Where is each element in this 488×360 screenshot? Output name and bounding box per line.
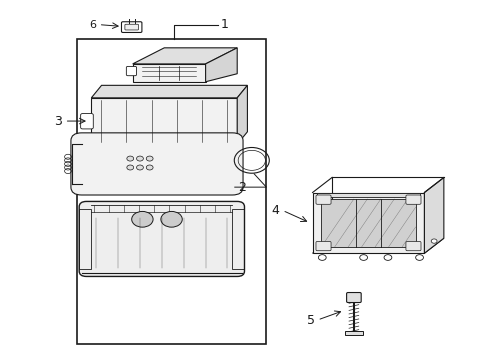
Polygon shape bbox=[424, 177, 443, 253]
Bar bbox=[345, 332, 362, 335]
Polygon shape bbox=[132, 64, 205, 82]
FancyBboxPatch shape bbox=[124, 24, 138, 30]
Text: 6: 6 bbox=[89, 19, 96, 30]
FancyBboxPatch shape bbox=[81, 113, 93, 129]
Bar bbox=[321, 199, 415, 247]
Text: 4: 4 bbox=[271, 204, 279, 217]
Circle shape bbox=[383, 255, 391, 260]
FancyBboxPatch shape bbox=[126, 66, 136, 76]
Circle shape bbox=[161, 211, 182, 227]
Circle shape bbox=[430, 239, 436, 243]
Circle shape bbox=[333, 239, 339, 243]
Polygon shape bbox=[132, 48, 237, 64]
Text: 1: 1 bbox=[221, 18, 228, 31]
Text: 3: 3 bbox=[54, 114, 62, 127]
FancyBboxPatch shape bbox=[405, 242, 420, 251]
FancyBboxPatch shape bbox=[79, 202, 244, 276]
Bar bbox=[79, 208, 91, 269]
Circle shape bbox=[415, 255, 423, 260]
Circle shape bbox=[126, 165, 133, 170]
Circle shape bbox=[136, 156, 143, 161]
Bar bbox=[317, 193, 419, 197]
Text: 5: 5 bbox=[306, 314, 314, 327]
FancyBboxPatch shape bbox=[346, 293, 361, 302]
Bar bbox=[77, 39, 266, 344]
FancyBboxPatch shape bbox=[121, 22, 142, 32]
Polygon shape bbox=[91, 98, 237, 144]
Circle shape bbox=[318, 255, 325, 260]
Bar bbox=[232, 208, 244, 269]
Circle shape bbox=[359, 255, 367, 260]
Polygon shape bbox=[312, 193, 424, 253]
FancyBboxPatch shape bbox=[71, 133, 243, 195]
FancyBboxPatch shape bbox=[315, 195, 330, 204]
Circle shape bbox=[146, 165, 153, 170]
FancyBboxPatch shape bbox=[405, 195, 420, 204]
Circle shape bbox=[126, 156, 133, 161]
Polygon shape bbox=[237, 85, 247, 144]
Polygon shape bbox=[205, 48, 237, 82]
Circle shape bbox=[136, 165, 143, 170]
Polygon shape bbox=[91, 85, 247, 98]
Polygon shape bbox=[312, 238, 443, 253]
Circle shape bbox=[146, 156, 153, 161]
Circle shape bbox=[131, 211, 153, 227]
FancyBboxPatch shape bbox=[315, 242, 330, 251]
Text: 2: 2 bbox=[238, 181, 245, 194]
